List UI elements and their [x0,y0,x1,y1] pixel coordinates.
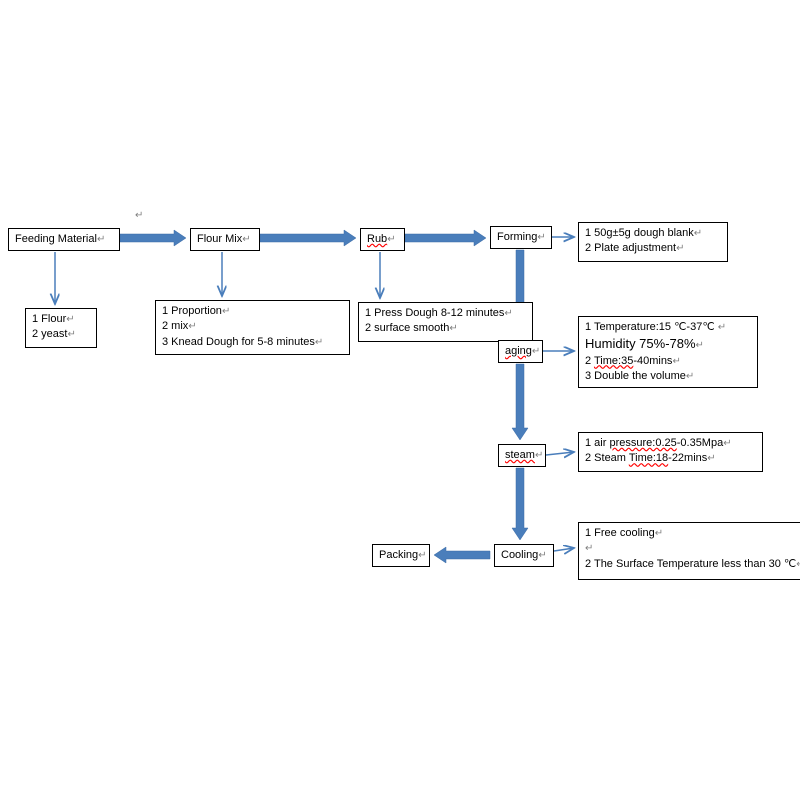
node-packing: Packing↵ [372,544,430,567]
node-flourmix: Flour Mix↵ [190,228,260,251]
node-cooling: Cooling↵ [494,544,554,567]
arrow-aging-to-steam [512,364,528,440]
flowchart-arrows [0,0,800,800]
node-feeding_detail: 1 Flour↵2 yeast↵ [25,308,97,348]
node-rub: Rub↵ [360,228,405,251]
node-steam_detail: 1 air pressure:0.25-0.35Mpa↵2 Steam Time… [578,432,763,472]
arrow-steam-to-cooling [512,468,528,540]
node-steam: steam↵ [498,444,546,467]
node-cooling_detail: 1 Free cooling↵↵2 The Surface Temperatur… [578,522,800,580]
arrow-cooling-to-cooling_detail [554,548,574,551]
node-aging: aging↵ [498,340,543,363]
node-forming: Forming↵ [490,226,552,249]
arrow-steam-to-steam_detail [546,452,574,455]
arrow-cooling-to-packing [434,547,490,563]
arrow-rub-to-forming [405,230,486,246]
arrow-flourmix-to-rub [260,230,356,246]
node-feeding: Feeding Material↵ [8,228,120,251]
node-aging_detail: 1 Temperature:15 ℃-37℃ ↵Humidity 75%-78%… [578,316,758,388]
stray-mark: ↵ [135,210,143,221]
node-forming_detail: 1 50g±5g dough blank↵2 Plate adjustment↵ [578,222,728,262]
arrow-feeding-to-flourmix [120,230,186,246]
node-rub_detail: 1 Press Dough 8-12 minutes↵2 surface smo… [358,302,533,342]
node-flourmix_detail: 1 Proportion↵2 mix↵3 Knead Dough for 5-8… [155,300,350,355]
